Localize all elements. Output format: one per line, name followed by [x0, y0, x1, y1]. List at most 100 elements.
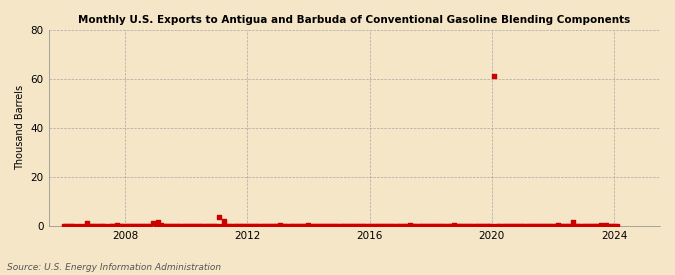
Point: [61, 224, 72, 228]
Point: [140, 224, 151, 228]
Point: [379, 224, 390, 228]
Point: [119, 224, 130, 228]
Point: [354, 224, 364, 228]
Point: [227, 224, 238, 228]
Point: [115, 224, 126, 228]
Point: [464, 224, 475, 228]
Point: [86, 224, 97, 228]
Point: [560, 224, 571, 228]
Point: [451, 224, 462, 228]
Point: [321, 224, 331, 228]
Point: [566, 224, 576, 228]
Title: Monthly U.S. Exports to Antigua and Barbuda of Conventional Gasoline Blending Co: Monthly U.S. Exports to Antigua and Barb…: [78, 15, 630, 25]
Point: [454, 224, 464, 228]
Point: [382, 224, 393, 228]
Point: [533, 224, 543, 228]
Point: [545, 224, 556, 228]
Point: [138, 224, 148, 228]
Point: [344, 224, 354, 228]
Point: [176, 224, 186, 228]
Point: [392, 224, 403, 228]
Point: [527, 224, 538, 228]
Point: [69, 224, 80, 228]
Point: [504, 224, 515, 228]
Point: [84, 224, 95, 228]
Point: [82, 221, 92, 226]
Point: [104, 224, 115, 228]
Point: [487, 224, 497, 228]
Point: [122, 224, 133, 228]
Point: [319, 224, 329, 228]
Point: [97, 224, 107, 228]
Point: [237, 224, 248, 228]
Point: [300, 224, 311, 228]
Point: [494, 224, 505, 228]
Point: [497, 224, 508, 228]
Point: [285, 224, 296, 228]
Point: [288, 224, 298, 228]
Point: [229, 224, 240, 228]
Point: [349, 224, 360, 228]
Point: [263, 224, 273, 228]
Point: [313, 224, 324, 228]
Text: Source: U.S. Energy Information Administration: Source: U.S. Energy Information Administ…: [7, 263, 221, 272]
Point: [240, 224, 250, 228]
Point: [461, 224, 472, 228]
Point: [410, 224, 421, 228]
Point: [537, 224, 548, 228]
Point: [183, 224, 194, 228]
Point: [163, 224, 173, 228]
Point: [275, 222, 286, 227]
Point: [273, 224, 284, 228]
Point: [63, 224, 74, 228]
Point: [201, 224, 212, 228]
Point: [435, 224, 446, 228]
Point: [446, 224, 456, 228]
Point: [155, 222, 166, 227]
Point: [576, 224, 587, 228]
Point: [484, 224, 495, 228]
Point: [433, 224, 443, 228]
Point: [252, 224, 263, 228]
Point: [250, 224, 261, 228]
Point: [219, 219, 230, 223]
Point: [293, 224, 304, 228]
Point: [92, 224, 103, 228]
Point: [89, 224, 100, 228]
Point: [468, 224, 479, 228]
Point: [423, 224, 433, 228]
Point: [601, 222, 612, 227]
Point: [346, 224, 357, 228]
Point: [612, 224, 622, 228]
Point: [512, 224, 522, 228]
Point: [117, 224, 128, 228]
Point: [580, 224, 591, 228]
Point: [524, 224, 535, 228]
Point: [153, 220, 163, 224]
Point: [217, 224, 227, 228]
Point: [209, 224, 219, 228]
Point: [530, 224, 541, 228]
Point: [283, 224, 294, 228]
Point: [277, 224, 288, 228]
Point: [471, 224, 482, 228]
Point: [550, 224, 561, 228]
Point: [570, 224, 581, 228]
Point: [94, 224, 105, 228]
Point: [431, 224, 441, 228]
Point: [389, 224, 400, 228]
Point: [573, 224, 584, 228]
Point: [74, 224, 84, 228]
Point: [247, 224, 258, 228]
Point: [323, 224, 334, 228]
Point: [543, 224, 554, 228]
Point: [421, 224, 431, 228]
Point: [339, 224, 350, 228]
Point: [171, 224, 182, 228]
Point: [267, 224, 278, 228]
Point: [481, 224, 492, 228]
Point: [591, 224, 601, 228]
Point: [188, 224, 199, 228]
Point: [583, 224, 594, 228]
Point: [242, 224, 252, 228]
